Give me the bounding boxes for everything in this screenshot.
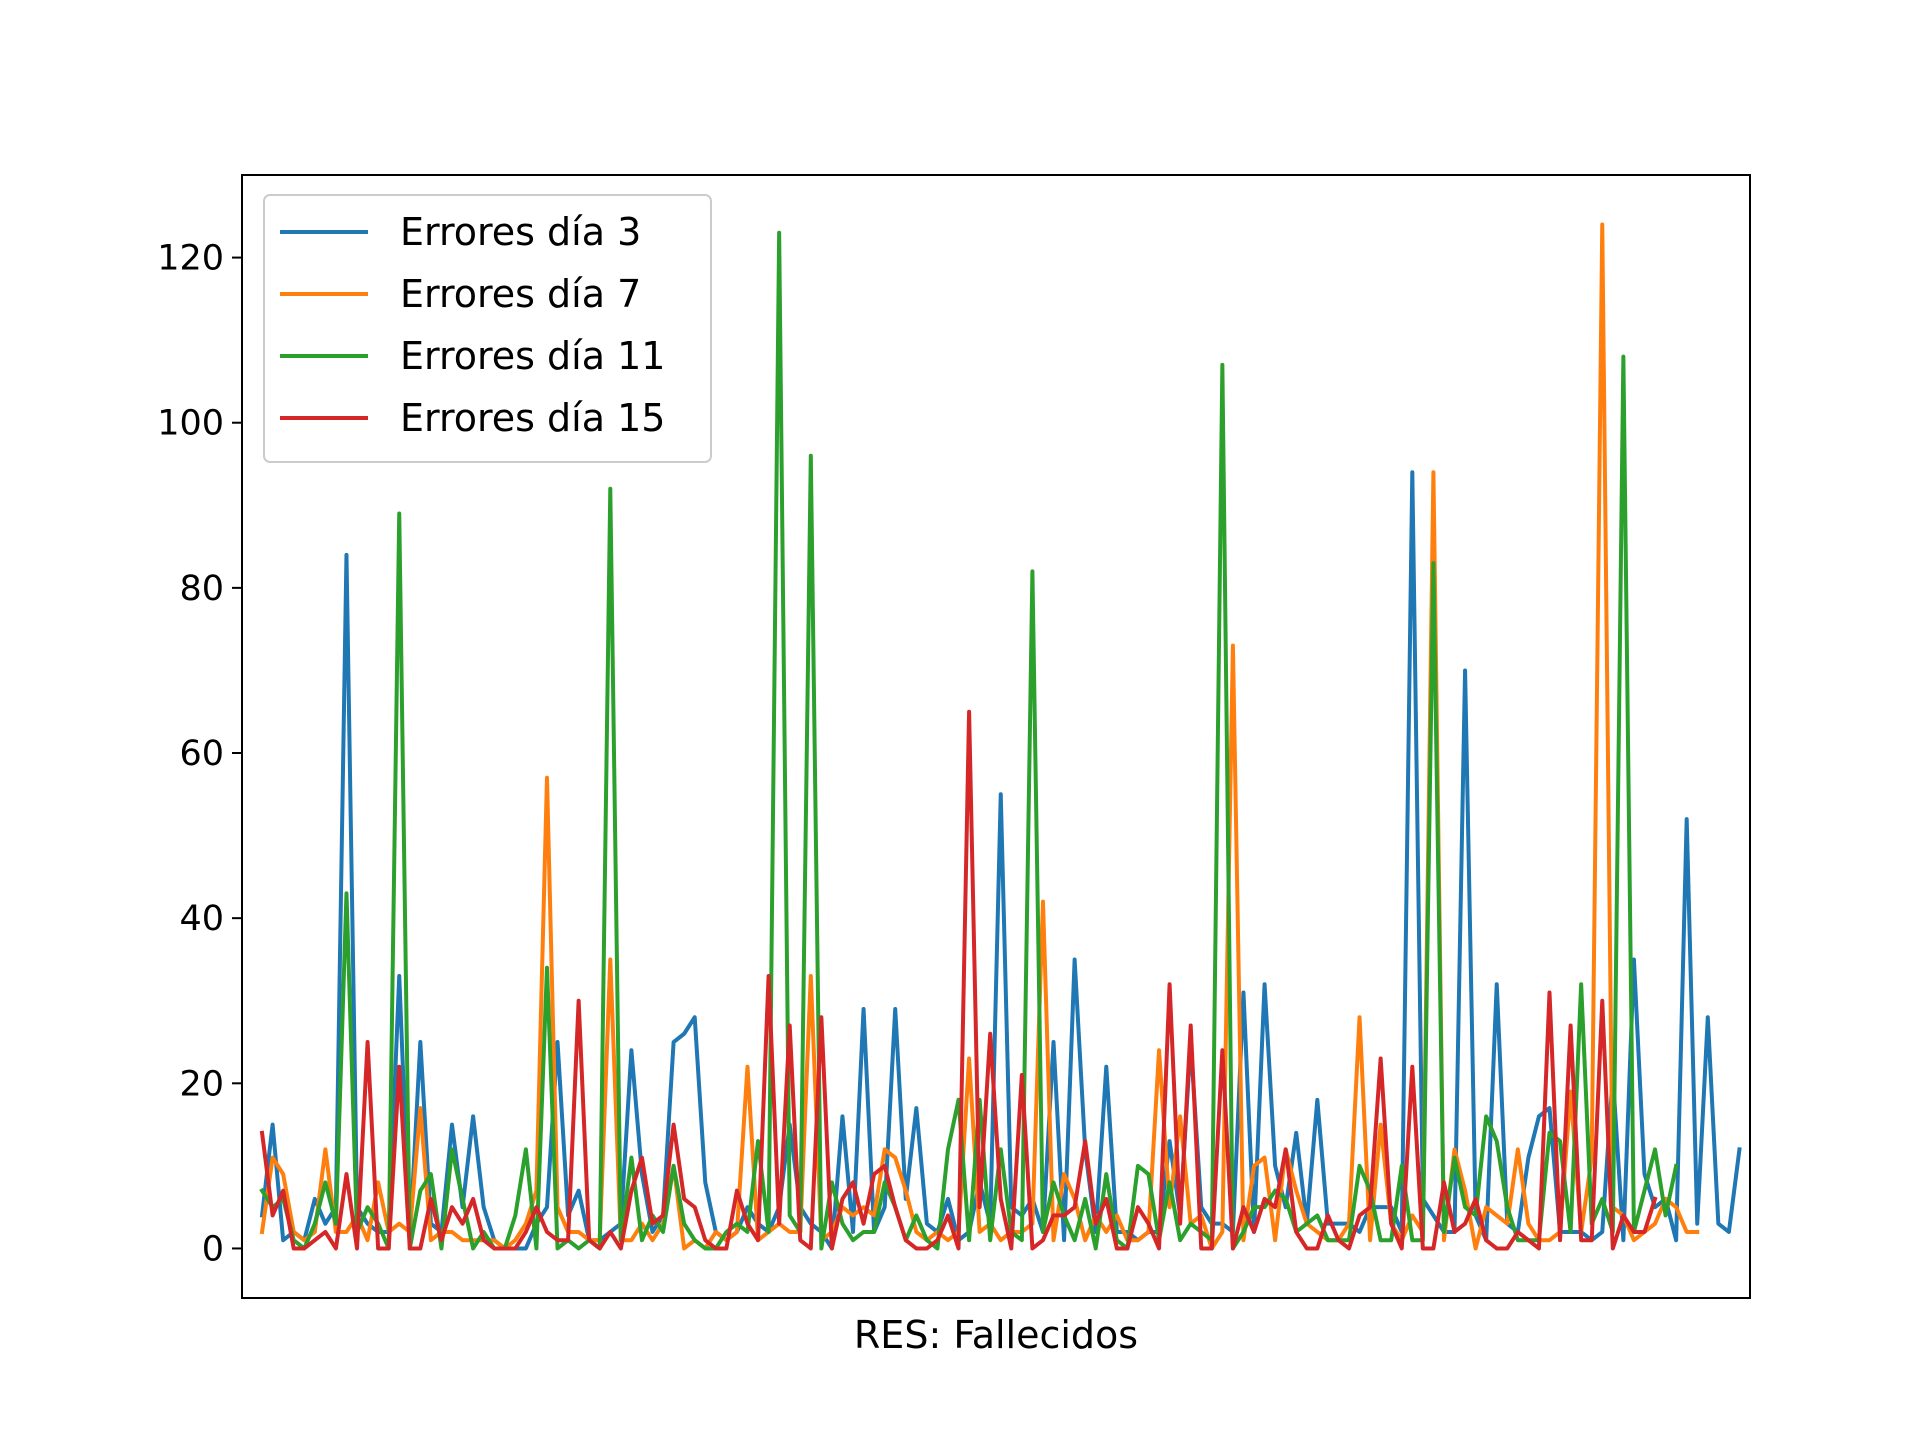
series-layer [259, 222, 1742, 1251]
y-tick-label: 120 [157, 239, 224, 279]
y-tick-label: 60 [179, 734, 224, 774]
y-tick-label: 0 [202, 1229, 224, 1269]
y-axis: 0 20 40 60 80 100 120 [157, 239, 242, 1269]
series-line-4 [259, 709, 1658, 1251]
series-line-2 [259, 222, 1700, 1251]
legend-label-4: Errores día 15 [400, 396, 665, 440]
y-tick-label: 20 [179, 1064, 224, 1104]
legend-label-3: Errores día 11 [400, 334, 665, 378]
plot-frame [241, 174, 1751, 1299]
legend-label-2: Errores día 7 [400, 272, 641, 316]
y-tick-label: 40 [179, 899, 224, 939]
y-tick-label: 80 [179, 569, 224, 609]
legend-box [263, 194, 712, 463]
x-axis-label: RES: Fallecidos [854, 1313, 1138, 1357]
legend: Errores día 3 Errores día 7 Errores día 11… [263, 194, 712, 463]
legend-label-1: Errores día 3 [400, 210, 641, 254]
y-tick-label: 100 [157, 404, 224, 444]
